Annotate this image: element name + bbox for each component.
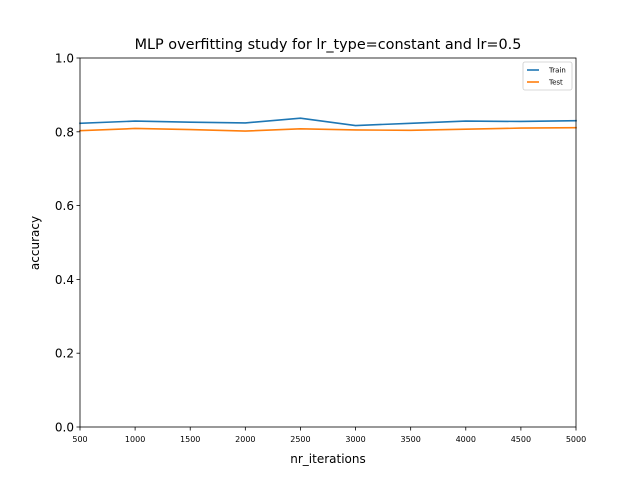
x-tick-label: 500 <box>72 435 87 444</box>
x-tick-label: 2500 <box>290 435 310 444</box>
axes-frame <box>79 57 577 428</box>
legend: Train Test <box>522 61 573 91</box>
x-tick-label: 4500 <box>511 435 531 444</box>
legend-box <box>522 61 573 91</box>
x-axis: 500 1000 1500 2000 2500 3000 3500 4000 4500 5000 <box>72 427 586 444</box>
y-axis-label: accuracy <box>28 216 42 270</box>
y-tick-label: 0.8 <box>55 125 74 139</box>
y-tick-label: 0.0 <box>55 421 74 435</box>
y-tick-label: 0.4 <box>55 273 74 287</box>
x-tick-label: 4000 <box>456 435 476 444</box>
x-tick-label: 5000 <box>566 435 586 444</box>
y-tick-label: 1.0 <box>55 52 74 66</box>
series-line-test <box>79 126 577 132</box>
legend-label: Test <box>548 79 563 87</box>
y-tick-label: 0.2 <box>55 347 74 361</box>
chart-title: MLP overfitting study for lr_type=consta… <box>135 37 522 53</box>
series-line-train <box>79 117 577 127</box>
x-tick-label: 2000 <box>235 435 255 444</box>
x-tick-label: 3000 <box>345 435 365 444</box>
legend-label: Train <box>548 67 566 75</box>
y-tick-label: 0.6 <box>55 199 74 213</box>
y-axis: 0.0 0.2 0.4 0.6 0.8 1.0 <box>55 52 80 435</box>
x-tick-label: 1500 <box>180 435 200 444</box>
series-layer <box>79 117 577 132</box>
x-tick-label: 3500 <box>400 435 420 444</box>
x-axis-label: nr_iterations <box>290 452 366 466</box>
x-tick-label: 1000 <box>125 435 145 444</box>
